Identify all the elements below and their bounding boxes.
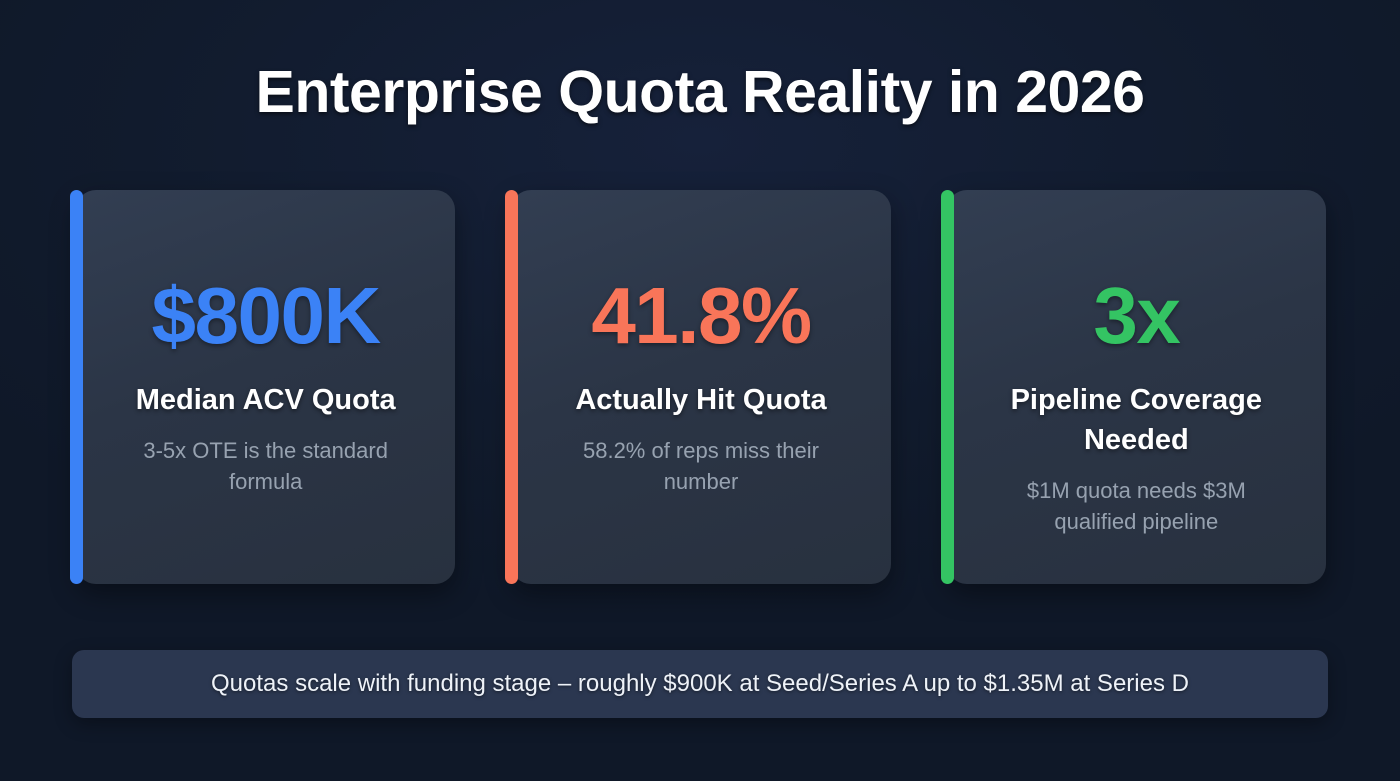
- card-label: Pipeline Coverage Needed: [1010, 384, 1263, 457]
- card-sublabel: 58.2% of reps miss their number: [582, 438, 819, 495]
- stat-cards-row: $800K Median ACV Quota 3-5x OTE is the s…: [70, 190, 1326, 584]
- card-value: 41.8%: [591, 271, 812, 360]
- card-content: $800K Median ACV Quota 3-5x OTE is the s…: [102, 276, 429, 497]
- card-accent-bar-green: [940, 190, 954, 584]
- card-value: $800K: [151, 271, 382, 360]
- card-label: Actually Hit Quota: [575, 384, 827, 416]
- card-accent-bar-orange: [505, 190, 519, 584]
- stat-card-median-acv-quota: $800K Median ACV Quota 3-5x OTE is the s…: [70, 190, 456, 584]
- stat-card-actually-hit-quota: 41.8% Actually Hit Quota 58.2% of reps m…: [505, 190, 891, 584]
- card-content: 41.8% Actually Hit Quota 58.2% of reps m…: [537, 276, 864, 497]
- card-sublabel: 3-5x OTE is the standard formula: [143, 438, 388, 495]
- card-content: 3x Pipeline Coverage Needed $1M quota ne…: [973, 276, 1300, 538]
- page-title: Enterprise Quota Reality in 2026: [255, 59, 1146, 125]
- card-sublabel: $1M quota needs $3M qualified pipeline: [1026, 478, 1246, 535]
- card-label: Median ACV Quota: [135, 384, 396, 416]
- stat-card-pipeline-coverage-needed: 3x Pipeline Coverage Needed $1M quota ne…: [940, 190, 1326, 584]
- footer-banner-text: Quotas scale with funding stage – roughl…: [211, 670, 1189, 697]
- card-accent-bar-blue: [70, 190, 83, 584]
- card-value: 3x: [1093, 271, 1180, 360]
- footer-banner: Quotas scale with funding stage – roughl…: [72, 650, 1328, 718]
